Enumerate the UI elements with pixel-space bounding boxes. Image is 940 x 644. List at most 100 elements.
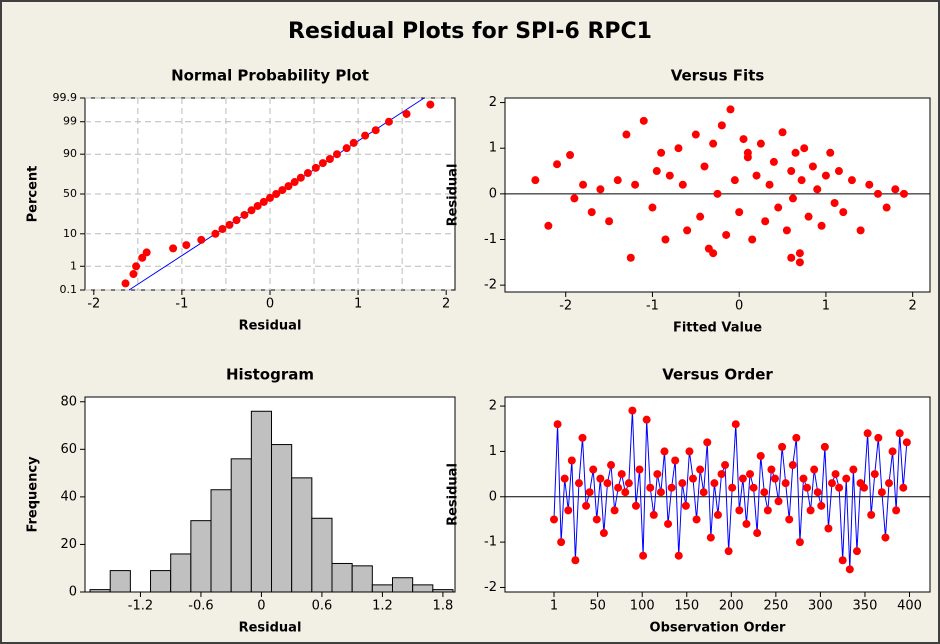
point (700, 162, 709, 171)
point (743, 148, 752, 157)
point (589, 465, 598, 474)
point (778, 128, 787, 137)
point (225, 220, 234, 229)
x-tick-label: -2 (559, 299, 572, 314)
point (756, 139, 765, 148)
point (332, 150, 341, 159)
point (247, 206, 256, 215)
bar (432, 589, 454, 593)
point (661, 235, 670, 244)
y-tick-label: -1 (484, 535, 497, 550)
y-tick-label: 50 (63, 187, 77, 200)
point (553, 160, 562, 169)
point (847, 176, 856, 185)
point (182, 241, 191, 250)
point (613, 176, 622, 185)
point (564, 506, 573, 515)
y-axis-label: Percent (26, 166, 41, 223)
point (774, 497, 783, 506)
point (882, 203, 891, 212)
point (531, 176, 540, 185)
point (739, 135, 748, 144)
x-tick-label: 200 (719, 599, 744, 614)
bar (230, 458, 252, 593)
point (678, 479, 687, 488)
point (667, 483, 676, 492)
point (596, 474, 605, 483)
point (724, 547, 733, 556)
point (748, 235, 757, 244)
point (169, 244, 178, 253)
point (735, 208, 744, 217)
point (767, 465, 776, 474)
point (769, 157, 778, 166)
point (681, 501, 690, 510)
x-axis-label: Fitted Value (673, 321, 762, 336)
point (582, 501, 591, 510)
point (622, 130, 631, 139)
point (635, 465, 644, 474)
point (899, 189, 908, 198)
point (721, 461, 730, 470)
point (738, 474, 747, 483)
bar (391, 577, 414, 593)
point (652, 167, 661, 176)
x-tick-label: 400 (897, 599, 922, 614)
bar (351, 565, 373, 593)
point (278, 186, 287, 195)
point (795, 249, 804, 258)
point (826, 148, 835, 157)
bar (331, 562, 353, 593)
point (284, 182, 293, 191)
point (870, 470, 879, 479)
point (624, 479, 633, 488)
y-tick-label: 0.1 (60, 283, 78, 296)
point (603, 479, 612, 488)
point (266, 193, 274, 202)
x-tick-label: 0 (257, 599, 265, 614)
y-tick-label: 90 (63, 147, 77, 160)
bar (291, 477, 313, 593)
point (648, 203, 657, 212)
point (845, 565, 854, 574)
point (628, 406, 637, 415)
x-tick-label: -1 (175, 297, 188, 312)
point (585, 488, 594, 497)
point (804, 212, 813, 221)
x-tick-label: 1.8 (433, 599, 454, 614)
point (197, 235, 206, 244)
point (402, 109, 411, 118)
point (685, 447, 694, 456)
point (631, 501, 640, 510)
y-axis-label: Residual (446, 164, 461, 227)
point (820, 442, 829, 451)
point (578, 433, 587, 442)
point (303, 169, 312, 178)
point (639, 551, 648, 560)
point (587, 208, 596, 217)
x-tick-label: 300 (808, 599, 833, 614)
bar (250, 410, 273, 593)
point (895, 429, 904, 438)
y-tick-label: 99.9 (53, 91, 78, 104)
point (795, 538, 804, 547)
point (873, 189, 882, 198)
bar (210, 489, 232, 593)
x-tick-label: 1 (550, 599, 558, 614)
x-tick-label: -0.6 (188, 599, 213, 614)
point (799, 474, 808, 483)
x-tick-label: 2 (442, 297, 450, 312)
point (834, 167, 843, 176)
point (566, 151, 575, 160)
point (706, 533, 715, 542)
point (892, 506, 901, 515)
point (742, 519, 751, 528)
bar (412, 584, 434, 593)
point (259, 197, 268, 206)
point (827, 479, 836, 488)
point (788, 461, 797, 470)
point (553, 420, 562, 429)
point (877, 488, 886, 497)
point (787, 167, 796, 176)
point (567, 456, 576, 465)
